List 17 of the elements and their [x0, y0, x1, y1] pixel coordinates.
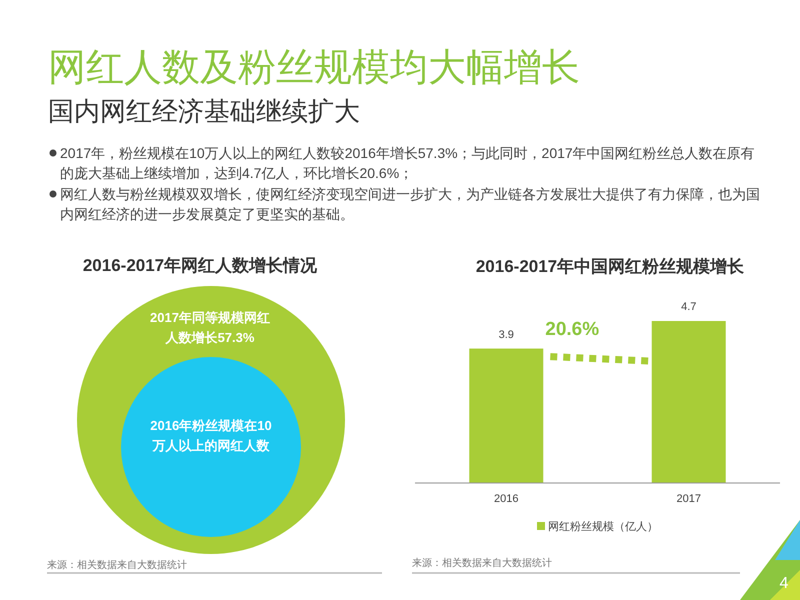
text: 2017年同等规模网红人数增长57.3%: [150, 309, 270, 347]
legend-label: 网红粉丝规模（亿人）: [548, 521, 658, 533]
text: 网红人数与粉丝规模双双增长，使网红经济变现空间进一步扩大，为产业链各方发展壮大提供了有力保障，也为国内网红经济的进一步发展奠定了更坚实的基础。: [60, 185, 761, 224]
data-label: 4.7: [680, 301, 698, 313]
text: 网红人数及粉丝规模均大幅增长: [48, 46, 581, 91]
text: 2016年粉丝规模在10万人以上的网红人数: [149, 417, 273, 455]
text: 4: [778, 575, 790, 593]
annotation: 20.6%: [545, 318, 600, 341]
data-label: 3.9: [498, 328, 514, 341]
text: 国内网红经济基础继续扩大: [48, 95, 361, 128]
source-note: 来源：相关数据来自大数据统计: [412, 556, 553, 570]
chart-title: 2016-2017年中国网红粉丝规模增长: [474, 256, 746, 278]
source-note: 来源：相关数据来自大数据统计: [47, 558, 188, 572]
x-tick-label: 2017: [676, 493, 702, 505]
text: 2017年，粉丝规模在10万人以上的网红人数较2016年增长57.3%；与此同时，2017年中国网红粉丝总人数在原有的庞大基础上继续增加，达到4.7亿人，环比增长20.6%；: [60, 144, 756, 183]
x-tick-label: 2016: [493, 493, 520, 505]
text: 2016-2017年网红人数增长情况: [82, 255, 318, 277]
